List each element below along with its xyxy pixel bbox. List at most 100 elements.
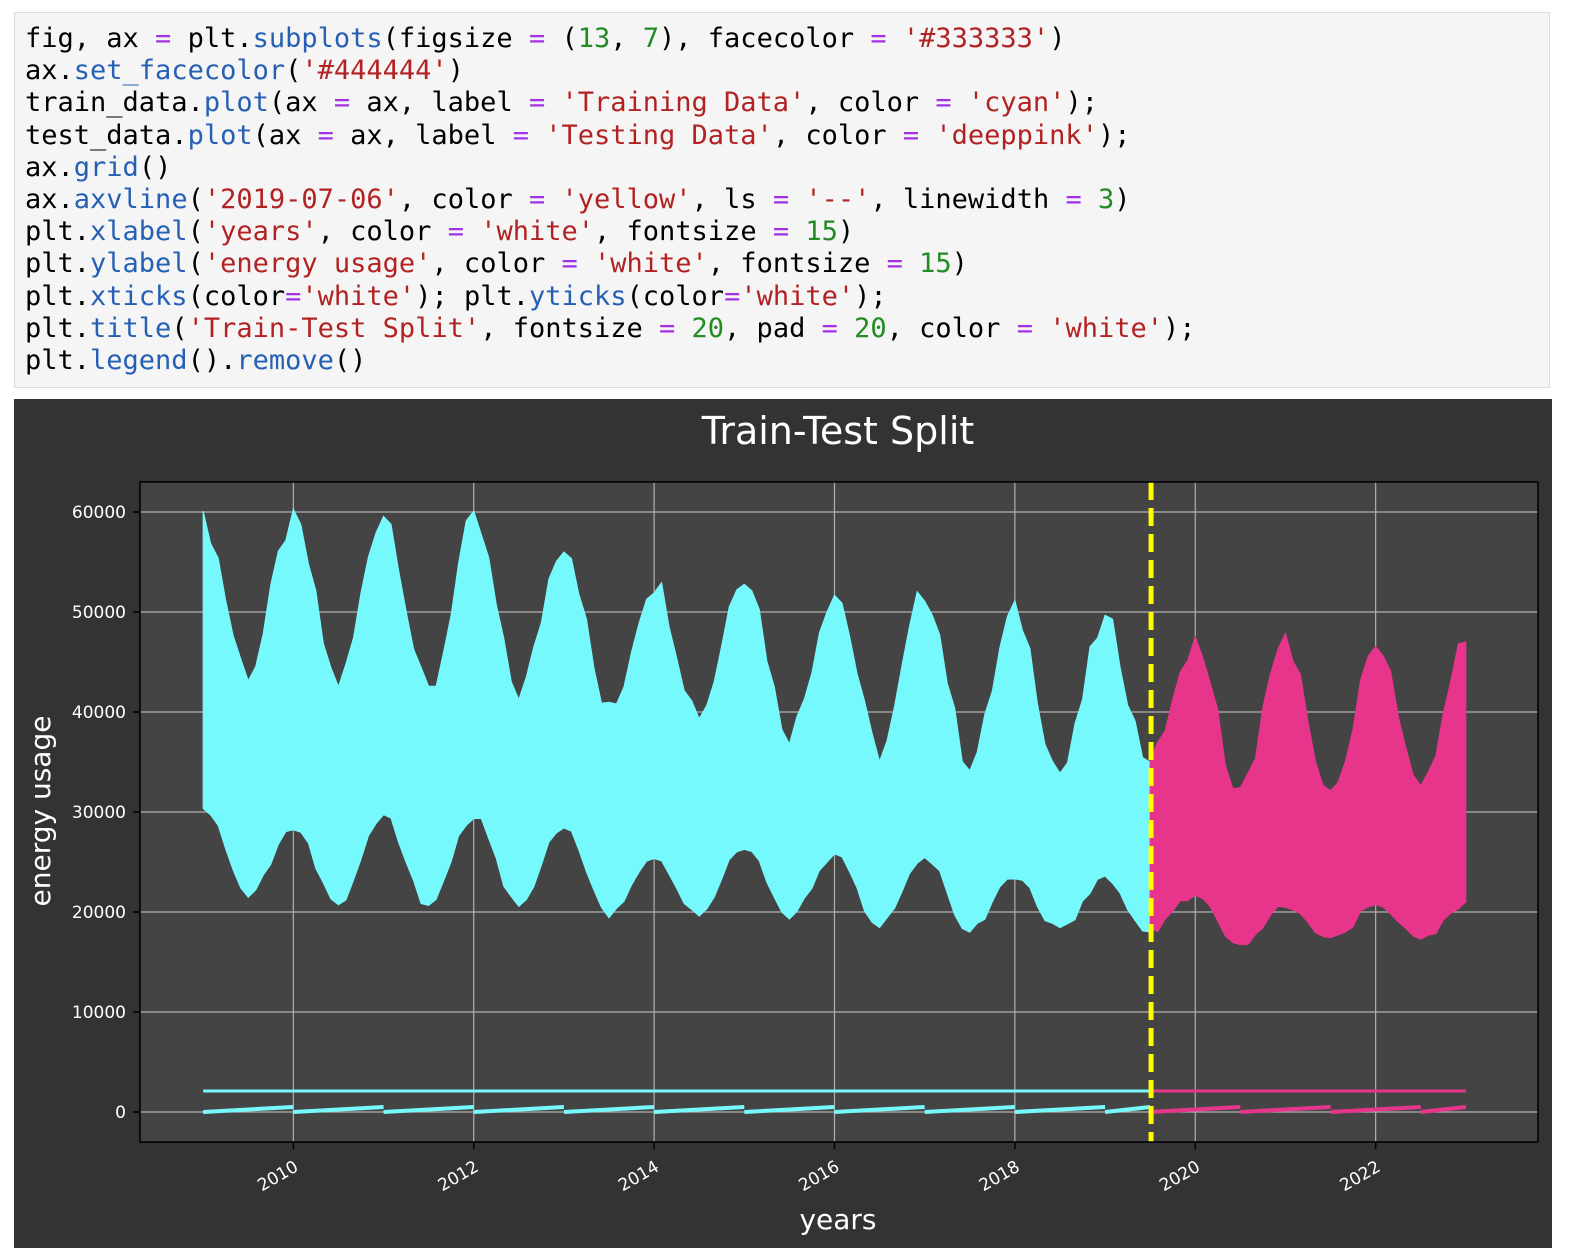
code-token: plot (187, 119, 253, 151)
code-token: '2019-07-06' (203, 184, 399, 216)
code-token (529, 120, 545, 151)
code-token: ) (447, 55, 464, 87)
code-token: grid (73, 151, 139, 183)
code-token: ) (1114, 184, 1131, 216)
code-token (789, 184, 805, 215)
code-line: plt.ylabel('energy usage', color = 'whit… (25, 248, 968, 279)
code-token: = (528, 87, 546, 119)
code-token: yticks (528, 280, 627, 312)
code-line: test_data.plot(ax = ax, label = 'Testing… (25, 120, 1130, 151)
code-token: 'Train-Test Split' (187, 312, 481, 344)
code-token: 20 (691, 312, 725, 344)
code-token: = (561, 248, 578, 280)
code-token: , color (431, 248, 562, 280)
code-token: = (724, 280, 741, 312)
code-token: ax. (25, 55, 74, 87)
code-token (675, 313, 691, 344)
code-token (1033, 313, 1049, 344)
series-testing-data (1149, 631, 1467, 1114)
code-line: train_data.plot(ax = ax, label = 'Traini… (25, 87, 1098, 118)
code-token: (ax (268, 87, 334, 119)
code-token (838, 313, 854, 344)
code-line: fig, ax = plt.subplots(figsize = (13, 7)… (25, 23, 1065, 54)
plot-area (139, 481, 1539, 1143)
code-token: 7 (642, 23, 660, 54)
code-token: '--' (805, 184, 871, 216)
code-token: 'cyan' (967, 87, 1066, 119)
code-token: subplots (252, 23, 383, 54)
code-token: ( (187, 184, 204, 216)
code-token: ); (1163, 312, 1196, 344)
code-token: = (285, 280, 302, 312)
code-token: 'yellow' (561, 184, 692, 216)
code-token: ) (837, 216, 855, 248)
code-token: = (528, 23, 546, 54)
code-token: = (902, 119, 920, 151)
code-token: (). (187, 345, 237, 377)
code-token: title (90, 312, 172, 344)
code-token: , pad (724, 312, 822, 344)
code-token: , linewidth (870, 184, 1066, 216)
code-token: plt. (25, 312, 91, 344)
y-tick-label: 30000 (72, 803, 126, 823)
code-token: 3 (1098, 184, 1115, 216)
code-line: plt.legend().remove() (25, 345, 366, 376)
code-token: ax. (25, 151, 74, 183)
code-token: axvline (73, 184, 188, 216)
code-token: = (528, 184, 546, 216)
code-token: set_facecolor (73, 55, 286, 87)
code-token: (color (626, 280, 725, 312)
code-token: 'years' (203, 216, 318, 248)
code-token: 15 (919, 248, 952, 280)
code-token (578, 248, 594, 279)
code-token: ) (951, 248, 968, 280)
code-token: 'energy usage' (203, 248, 432, 280)
code-token: plt. (171, 23, 253, 54)
code-token: ), facecolor (659, 23, 871, 54)
code-token (545, 87, 561, 118)
code-token: xticks (90, 280, 188, 312)
code-line: plt.title('Train-Test Split', fontsize =… (25, 313, 1196, 344)
code-line: plt.xticks(color='white'); plt.yticks(co… (25, 281, 887, 312)
y-tick-label: 10000 (72, 1003, 126, 1023)
y-axis-label: energy usage (24, 716, 57, 907)
code-token: ( (545, 23, 578, 54)
code-token: = (155, 23, 172, 54)
code-cell[interactable]: fig, ax = plt.subplots(figsize = (13, 7)… (14, 12, 1550, 388)
code-token: = (935, 87, 952, 119)
code-token: ( (171, 312, 188, 344)
code-token: , (610, 23, 643, 54)
code-token: , color (886, 312, 1017, 344)
code-token: , color (805, 87, 936, 119)
code-token (464, 216, 480, 247)
code-token (887, 23, 903, 54)
code-token: ax. (25, 184, 74, 216)
code-token: = (512, 119, 529, 151)
code-token: = (772, 184, 790, 216)
code-token: xlabel (90, 216, 188, 248)
code-token: = (870, 23, 887, 54)
code-token: ); (854, 280, 887, 312)
code-token: = (333, 87, 351, 119)
code-token: test_data. (25, 119, 188, 151)
code-token: = (317, 119, 334, 151)
code-token: train_data. (25, 87, 204, 119)
code-token: (ax (252, 119, 318, 151)
series-layer (202, 507, 1467, 1114)
code-token: (figsize (382, 23, 529, 54)
code-token: ); (1065, 87, 1098, 119)
code-token: plt. (25, 248, 91, 280)
code-token: , color (317, 216, 448, 248)
code-token: ( (187, 248, 204, 280)
code-token: ( (187, 216, 204, 248)
code-token: '#444444' (301, 55, 448, 87)
code-token: 15 (805, 216, 838, 248)
code-token: ); (1097, 119, 1131, 151)
code-token: plt. (25, 345, 91, 377)
code-token: () (138, 151, 172, 183)
code-token: , color (772, 119, 903, 151)
code-token: 20 (854, 312, 887, 344)
code-token: fig, ax (25, 23, 156, 54)
code-token: 13 (577, 23, 611, 54)
